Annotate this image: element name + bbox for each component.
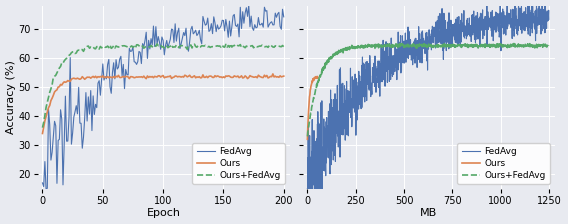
Ours (308, 84, 315, 87)
Ours (306, 98, 313, 101)
FedAvg (62, 95, 69, 97)
FedAvg (304, 187, 311, 190)
Ours+FedAvg (429, 45, 436, 48)
Ours (305, 110, 312, 112)
FedAvg (170, 41, 177, 44)
FedAvg (400, 61, 407, 64)
Legend: FedAvg, Ours, Ours+FedAvg: FedAvg, Ours, Ours+FedAvg (457, 143, 550, 184)
FedAvg (534, 23, 541, 25)
Line: Ours: Ours (43, 74, 284, 134)
Ours (281, 75, 287, 78)
Line: FedAvg: FedAvg (43, 5, 284, 190)
Ours (169, 76, 176, 79)
Ours+FedAvg (281, 45, 287, 48)
FedAvg (43, 189, 49, 192)
FedAvg (307, 200, 314, 203)
Ours+FedAvg (307, 112, 314, 114)
Line: Ours: Ours (307, 76, 318, 139)
Ours+FedAvg (471, 44, 478, 47)
Ours+FedAvg (261, 45, 268, 48)
Line: FedAvg: FedAvg (307, 2, 549, 224)
FedAvg (128, 50, 135, 52)
FedAvg (262, 10, 269, 13)
Line: Ours+FedAvg: Ours+FedAvg (43, 44, 284, 128)
Ours (304, 138, 311, 141)
FedAvg (545, 18, 552, 21)
Ours (314, 75, 321, 78)
Ours+FedAvg (399, 43, 406, 46)
Legend: FedAvg, Ours, Ours+FedAvg: FedAvg, Ours, Ours+FedAvg (193, 143, 285, 184)
Ours (307, 93, 314, 96)
Ours+FedAvg (127, 45, 134, 48)
Ours (314, 77, 320, 79)
Ours (269, 73, 276, 75)
FedAvg (429, 32, 436, 35)
X-axis label: MB: MB (420, 209, 437, 218)
Ours+FedAvg (39, 126, 46, 129)
Ours (39, 132, 46, 135)
FedAvg (525, 0, 532, 3)
Y-axis label: Accuracy (%): Accuracy (%) (6, 60, 15, 134)
FedAvg (141, 39, 148, 42)
Ours+FedAvg (140, 47, 147, 50)
FedAvg (39, 182, 46, 184)
Ours+FedAvg (545, 44, 552, 47)
Ours+FedAvg (304, 135, 311, 138)
Line: Ours+FedAvg: Ours+FedAvg (307, 43, 549, 136)
Ours (314, 75, 321, 78)
Ours (127, 75, 134, 78)
Ours+FedAvg (450, 44, 457, 46)
FedAvg (471, 27, 478, 30)
Ours+FedAvg (169, 46, 176, 49)
Ours+FedAvg (227, 43, 234, 45)
FedAvg (281, 15, 287, 18)
FedAvg (450, 23, 457, 26)
Ours (61, 80, 68, 83)
Ours (260, 76, 266, 79)
Ours+FedAvg (40, 121, 47, 123)
Ours+FedAvg (534, 46, 541, 49)
X-axis label: Epoch: Epoch (147, 209, 181, 218)
FedAvg (245, 4, 252, 6)
Ours (40, 126, 47, 129)
Ours (140, 75, 147, 78)
Ours+FedAvg (414, 42, 420, 45)
Ours+FedAvg (61, 60, 68, 62)
Ours (315, 76, 321, 79)
FedAvg (40, 185, 47, 188)
